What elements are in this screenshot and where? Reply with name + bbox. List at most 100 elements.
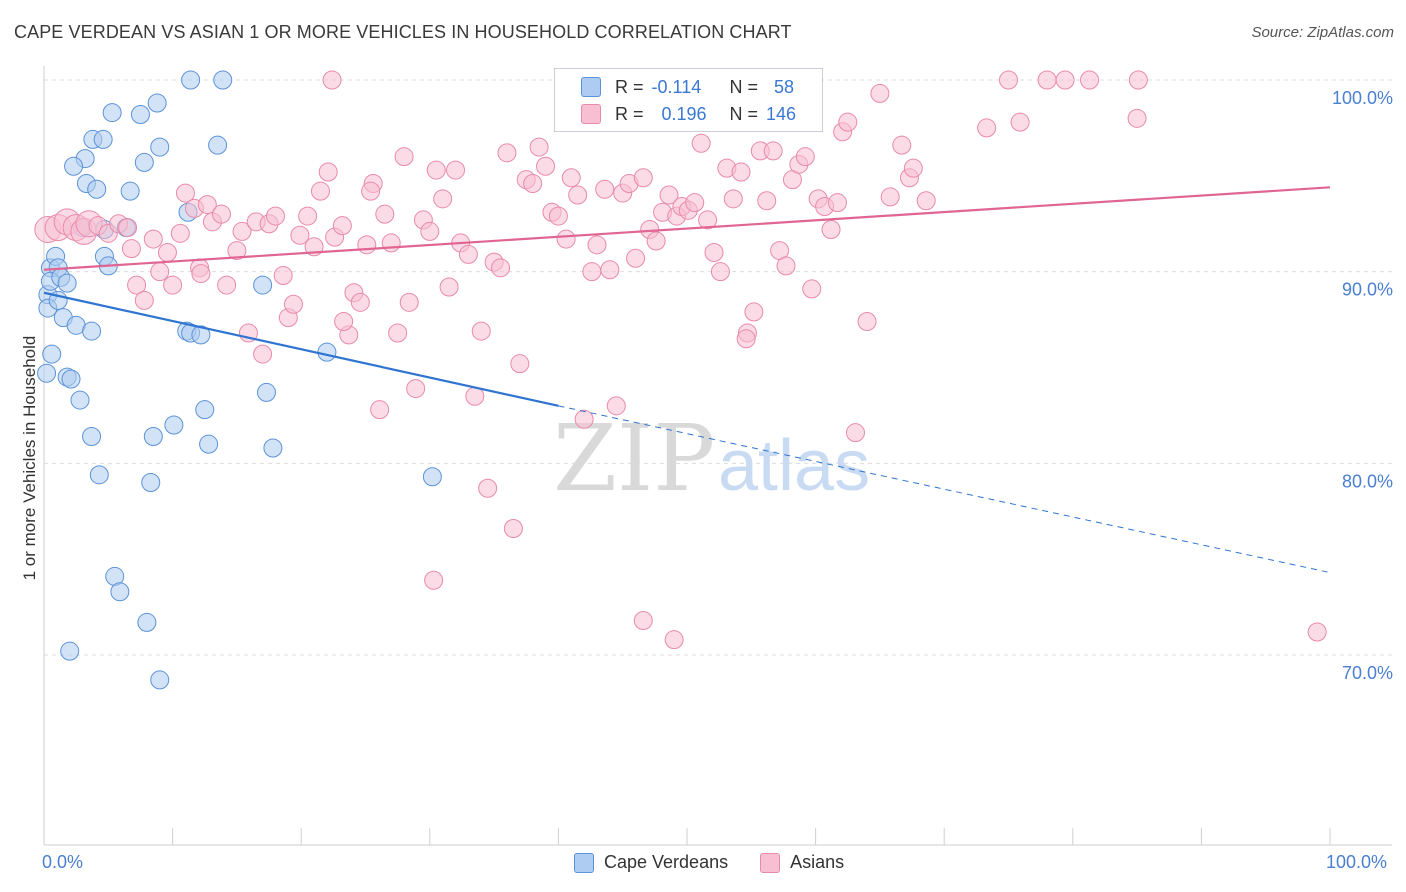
data-point xyxy=(523,174,543,193)
data-point xyxy=(529,137,549,157)
data-point xyxy=(892,135,912,155)
data-point xyxy=(916,191,936,211)
trend-line xyxy=(43,291,559,407)
data-point xyxy=(232,221,252,241)
data-point xyxy=(164,415,184,435)
data-point xyxy=(170,223,190,243)
data-point xyxy=(838,112,858,132)
watermark-atlas: atlas xyxy=(718,426,870,506)
x-tick-label-min: 0.0% xyxy=(42,852,84,872)
legend-swatch-blue xyxy=(581,77,601,97)
data-point xyxy=(536,156,556,176)
data-point xyxy=(253,344,273,364)
data-point xyxy=(57,273,77,293)
data-point xyxy=(491,258,511,278)
chart-title: CAPE VERDEAN VS ASIAN 1 OR MORE VEHICLES… xyxy=(14,22,792,42)
data-point xyxy=(433,189,453,209)
data-point xyxy=(548,206,568,226)
data-point xyxy=(350,292,370,312)
r-value: 0.196 xyxy=(661,103,707,124)
data-point xyxy=(381,233,401,253)
data-point xyxy=(1055,70,1075,90)
data-point xyxy=(150,262,170,282)
data-point xyxy=(143,229,163,249)
data-point xyxy=(332,216,352,236)
data-point xyxy=(213,70,233,90)
data-point xyxy=(422,467,442,487)
stats-legend-row-cape-verdeans: R = -0.114 N = 58 xyxy=(581,75,794,99)
data-point xyxy=(503,519,523,538)
stats-legend: R = -0.114 N = 58 R = 0.196 N = 146 xyxy=(554,68,823,132)
data-point xyxy=(587,235,607,255)
data-point xyxy=(82,321,102,341)
n-label: N = xyxy=(729,76,759,97)
data-point xyxy=(561,168,581,188)
data-point xyxy=(265,206,285,226)
data-point xyxy=(157,243,177,262)
data-point xyxy=(290,225,310,245)
data-point xyxy=(394,147,414,167)
data-point xyxy=(137,612,157,632)
data-point xyxy=(626,248,646,268)
data-point xyxy=(175,183,195,203)
data-point xyxy=(127,275,147,295)
data-point xyxy=(574,409,594,429)
data-point xyxy=(283,294,303,314)
data-point xyxy=(1128,70,1148,90)
legend-swatch-pink xyxy=(581,104,601,124)
data-point xyxy=(322,70,342,90)
data-point xyxy=(334,312,354,331)
data-point xyxy=(147,93,167,113)
data-point xyxy=(227,241,247,261)
data-point xyxy=(999,70,1018,90)
data-point xyxy=(659,185,679,205)
data-point xyxy=(37,363,57,383)
n-value: 58 xyxy=(774,76,795,97)
data-point xyxy=(1037,70,1057,90)
data-point xyxy=(89,465,109,485)
data-point xyxy=(439,277,459,297)
data-point xyxy=(776,256,796,276)
data-point xyxy=(1080,70,1100,90)
data-point xyxy=(130,105,150,124)
data-point xyxy=(134,152,154,172)
data-point xyxy=(646,231,666,251)
data-point xyxy=(70,390,90,410)
data-point xyxy=(93,129,113,149)
data-point xyxy=(253,275,273,295)
data-point xyxy=(471,321,491,341)
data-point xyxy=(600,260,620,280)
y-tick-label: 90.0% xyxy=(1342,280,1393,300)
data-point xyxy=(1127,108,1147,128)
data-point xyxy=(134,290,154,310)
data-point xyxy=(143,427,163,446)
r-label: R = xyxy=(615,103,644,124)
data-point xyxy=(208,135,228,155)
data-point xyxy=(795,147,815,167)
data-point xyxy=(357,235,377,255)
data-point xyxy=(1307,622,1327,642)
data-point xyxy=(399,292,419,312)
data-point xyxy=(60,641,80,661)
data-point xyxy=(217,275,237,295)
data-point xyxy=(763,141,783,161)
x-tick-label-max: 100.0% xyxy=(1326,852,1388,872)
data-point xyxy=(633,611,653,630)
data-point xyxy=(317,342,337,362)
data-point xyxy=(845,423,865,443)
data-point xyxy=(606,396,626,416)
y-tick-label: 70.0% xyxy=(1342,663,1393,683)
data-point xyxy=(273,266,293,285)
data-point xyxy=(723,189,743,209)
n-value: 146 xyxy=(766,103,797,124)
data-point xyxy=(181,70,201,90)
data-point xyxy=(556,229,576,249)
data-point xyxy=(582,262,602,282)
data-point xyxy=(121,239,141,259)
data-point xyxy=(420,221,440,241)
data-point xyxy=(42,344,62,364)
data-point xyxy=(478,478,498,498)
legend-label: Cape Verdeans xyxy=(604,852,729,872)
data-point xyxy=(102,103,122,123)
